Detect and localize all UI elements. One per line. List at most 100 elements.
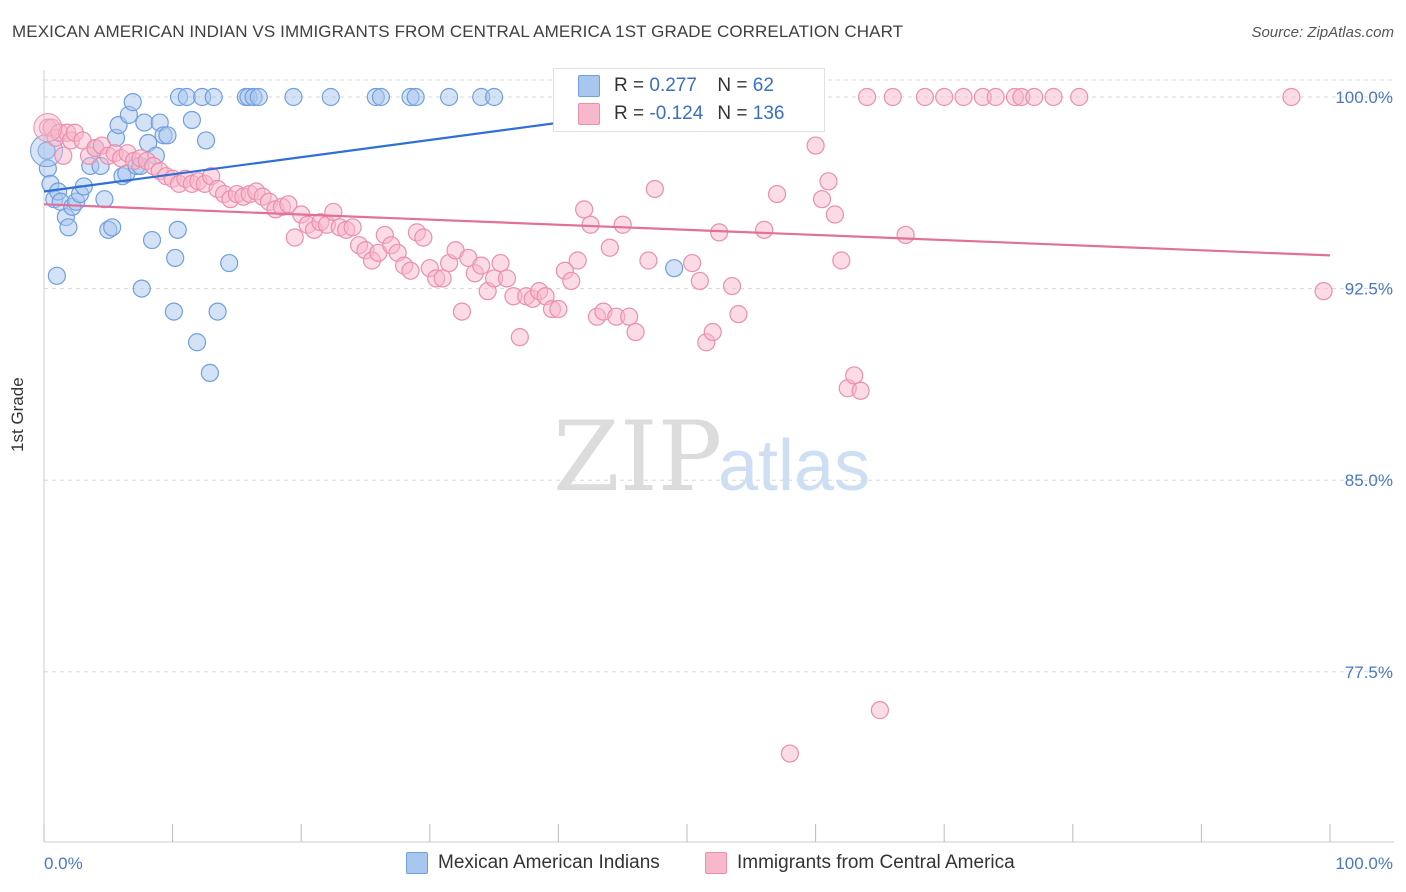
data-point [755,220,774,239]
data-point [54,146,73,165]
data-point [343,218,362,237]
data-point [491,253,510,273]
data-point-cluster [33,113,63,143]
axes [43,70,1394,843]
legend-r-value: 0.277 [649,75,697,96]
data-point [196,131,216,150]
legend-n-value: 62 [752,75,774,96]
legend-row-pink: R = -0.124 N = 136 [578,101,784,127]
bottom-legend-label-blue: Mexican American Indians [438,852,660,873]
data-point [135,113,154,132]
data-point [95,190,114,209]
data-point [279,195,298,214]
source-label: Source: ZipAtlas.com [1251,24,1394,41]
y-tick-label: 77.5% [1345,663,1393,682]
chart-title: MEXICAN AMERICAN INDIAN VS IMMIGRANTS FR… [12,22,904,41]
data-point [665,259,684,278]
data-point [497,269,517,288]
data-point [600,238,619,257]
data-point [986,87,1005,107]
watermark-atlas: atlas [718,426,870,506]
legend-n-value: 136 [752,103,785,124]
y-tick-label: 92.5% [1345,280,1393,299]
data-point [1044,87,1063,107]
data-point [285,228,304,247]
data-point [103,218,122,237]
data-point [645,179,664,199]
trend-line [43,203,1331,257]
watermark: ZIP atlas [553,401,870,513]
data-point [767,184,787,204]
data-point [549,299,568,319]
data-point [177,87,196,107]
data-point [568,251,587,270]
legend-n-label: N = [717,75,748,96]
data-point [324,202,343,222]
data-point [1282,87,1301,107]
data-point [819,172,838,191]
data-point [485,87,504,107]
data-point [812,190,832,209]
data-point [639,251,658,270]
x-tick-label-max: 100.0% [1335,854,1393,873]
bottom-legend-swatch-pink [705,852,727,874]
data-point [825,205,844,224]
data-point [729,305,748,324]
data-point [182,110,201,130]
data-point [406,87,425,107]
data-point [123,93,142,112]
data-point [1314,282,1333,301]
data-point [915,87,935,107]
data-point [142,230,162,250]
data-point [47,266,66,285]
data-point [575,200,594,219]
data-point [472,256,491,275]
data-point [371,87,391,107]
data-point [187,333,207,352]
data-point [208,302,227,321]
grid-lines [44,79,1394,673]
x-tick-label-min: 0.0% [44,854,83,873]
legend-row-blue: R = 0.277 N = 62 [578,73,774,99]
data-point [1025,87,1044,107]
data-point [722,276,742,296]
bottom-legend-swatch-blue [406,852,428,874]
data-point [164,302,183,321]
data-point [220,253,239,273]
data-point [204,87,223,107]
data-point [132,279,151,298]
y-tick-label: 85.0% [1345,471,1393,490]
legend-box: R = 0.277 N = 62 R = -0.124 N = 136 [553,68,825,132]
legend-swatch-pink [578,103,600,125]
legend-r-label: R = [614,103,645,124]
data-point [896,225,915,245]
data-point [845,366,864,385]
data-point [401,261,420,280]
data-point [433,269,452,288]
data-point [510,328,529,347]
data-point [168,220,187,239]
data-point [703,322,722,342]
data-point [954,87,973,107]
data-point [59,218,78,237]
data-point [37,141,56,160]
data-point [200,363,219,383]
data-point [166,248,185,268]
legend-n-label: N = [717,103,748,124]
data-point [780,744,799,763]
watermark-zip: ZIP [553,401,722,513]
series-mexican-american-indians [30,87,684,383]
data-point [439,87,459,107]
bottom-legend-blue: Mexican American Indians [406,852,660,874]
data-point [1070,87,1089,107]
data-point [620,307,639,326]
data-point [249,87,268,107]
legend-r-value: -0.124 [649,103,704,124]
data-point [832,251,851,270]
data-point [158,126,177,145]
data-point [690,271,709,291]
data-point [935,87,954,107]
bottom-legend-label-pink: Immigrants from Central America [737,852,1015,873]
data-point [857,87,877,107]
y-tick-labels: 100.0% 92.5% 85.0% 77.5% [1335,88,1393,682]
